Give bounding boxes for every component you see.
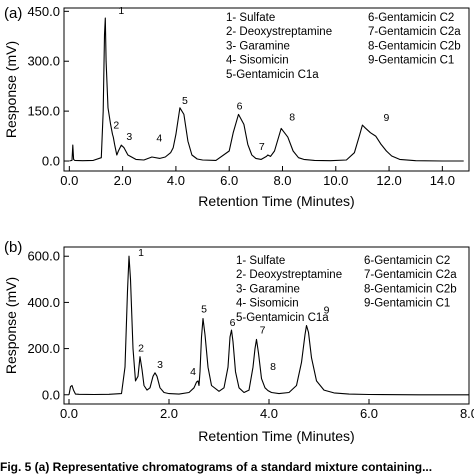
panel-b-peak-label-2: 2 <box>138 343 144 355</box>
panel-b-legend-entry: 4- Sisomicin <box>236 298 299 310</box>
panel-a-peak-label-8: 8 <box>289 111 295 123</box>
panel-b-legend-entry: 1- Sulfate <box>236 255 285 267</box>
panel-a-legend-entry: 4- Sisomicin <box>226 55 289 67</box>
panel-a-x-tick-label: 0.0 <box>60 173 78 188</box>
panel-a-plot-frame <box>63 7 470 172</box>
panel-a-x-tick-label: 6.0 <box>220 173 238 188</box>
panel-a-y-tick-label: 150.0 <box>27 104 60 119</box>
panel-b-peak-label-9: 9 <box>324 305 330 317</box>
panel-a-peak-label-4: 4 <box>156 133 162 145</box>
panel-a-legend-entry: 5-Gentamicin C1a <box>226 69 319 81</box>
panel-a-peak-label-6: 6 <box>237 100 243 112</box>
panel-a-x-tick-label: 4.0 <box>167 173 185 188</box>
panel-a-y-axis-title: Response (mV) <box>3 41 19 138</box>
figure-caption: Fig. 5 (a) Representative chromatograms … <box>0 460 432 474</box>
panel-a-legend-entry: 6-Gentamicin C2 <box>368 12 454 24</box>
panel-a-chromatogram-trace <box>69 17 464 162</box>
panel-b-peak-label-7: 7 <box>260 324 266 336</box>
panel-b-x-tick-label: 2.0 <box>160 406 178 421</box>
panel-b-chromatogram-trace <box>68 255 469 396</box>
panel-b-panel-label: (b) <box>4 239 22 256</box>
panel-b-peak-label-8: 8 <box>270 361 276 373</box>
panel-b-legend-entry: 5-Gentamicin C1a <box>236 312 329 324</box>
panel-a-legend-entry: 2- Deoxystreptamine <box>226 26 332 38</box>
panel-a-x-axis-title: Retention Time (Minutes) <box>198 193 354 209</box>
panel-b-y-tick-label: 600.0 <box>27 249 60 264</box>
panel-b-x-tick-label: 6.0 <box>360 406 378 421</box>
panel-b-y-tick-label: 400.0 <box>27 295 60 310</box>
panel-b-legend-entry: 9-Gentamicin C1 <box>364 298 450 310</box>
panel-a-x-tick-label: 8.0 <box>273 173 291 188</box>
panel-a-x-tick-label: 10.0 <box>323 173 348 188</box>
panel-a-x-tick-label: 12.0 <box>376 173 401 188</box>
panel-a-panel-label: (a) <box>4 5 22 22</box>
panel-a-y-tick-label: 450.0 <box>27 4 60 19</box>
panel-a-y-tick-label: 0.0 <box>42 154 60 169</box>
panel-b-y-axis-title: Response (mV) <box>3 277 19 374</box>
panel-b-peak-label-5: 5 <box>201 304 207 316</box>
panel-a-chart: 0.0 2.0 4.0 6.0 8.0 10.0 12.0 14.0 0.0 150.0 300.0… <box>3 4 470 209</box>
panel-b-legend-entry: 3- Garamine <box>236 283 300 295</box>
panel-b-legend-entry: 6-Gentamicin C2 <box>364 255 450 267</box>
panel-a-peak-label-9: 9 <box>383 112 389 124</box>
panel-b-peak-label-3: 3 <box>157 359 163 371</box>
panel-b-x-axis-title: Retention Time (Minutes) <box>198 428 354 444</box>
panel-b-legend-entry: 8-Gentamicin C2b <box>364 283 457 295</box>
panel-a-y-tick-label: 300.0 <box>27 54 60 69</box>
panel-a-x-tick-label: 2.0 <box>114 173 132 188</box>
panel-a-legend-entry: 1- Sulfate <box>226 12 275 24</box>
panel-b-legend-entry: 2- Deoxystreptamine <box>236 269 342 281</box>
panel-b-peak-label-4: 4 <box>190 366 196 378</box>
panel-b-x-tick-label: 8.0 <box>460 406 474 421</box>
panel-b-legend-entry: 7-Gentamicin C2a <box>364 269 457 281</box>
panel-b-plot-frame <box>63 246 470 405</box>
panel-b-x-tick-label: 4.0 <box>260 406 278 421</box>
panel-a-legend-entry: 7-Gentamicin C2a <box>368 26 461 38</box>
panel-a-peak-label-5: 5 <box>182 95 188 107</box>
panel-b-x-tick-label: 0.0 <box>60 406 78 421</box>
panel-b-y-tick-label: 200.0 <box>27 341 60 356</box>
panel-a-legend-entry: 8-Gentamicin C2b <box>368 40 461 52</box>
panel-b-peak-label-6: 6 <box>230 317 236 329</box>
panel-a-legend-entry: 9-Gentamicin C1 <box>368 55 454 67</box>
panel-a-peak-label-1: 1 <box>118 5 124 17</box>
panel-a-legend-entry: 3- Garamine <box>226 40 290 52</box>
panel-a-peak-label-3: 3 <box>126 131 132 143</box>
panel-a-peak-label-2: 2 <box>113 119 119 131</box>
panel-a-peak-label-7: 7 <box>259 141 265 153</box>
panel-b-chart: 0.0 2.0 4.0 6.0 8.0 0.0 200.0 400.0 600.0 Retenti… <box>3 239 474 444</box>
panel-a-x-tick-label: 14.0 <box>430 173 455 188</box>
panel-b-peak-label-1: 1 <box>138 247 144 259</box>
panel-b-y-tick-label: 0.0 <box>42 387 60 402</box>
